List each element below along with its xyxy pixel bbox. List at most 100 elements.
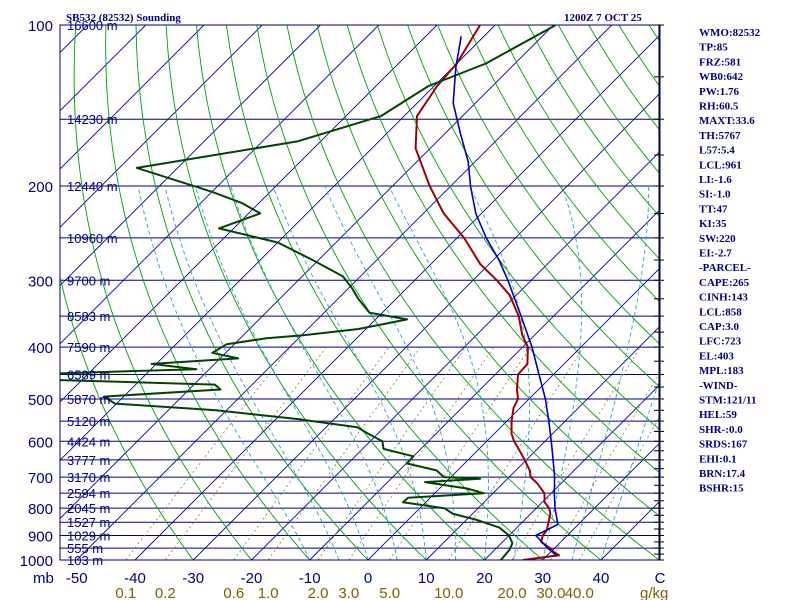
sounding-index: EHI:0.1 [699,453,737,465]
mixing-ratio-label: 30.0 [536,585,565,600]
temperature-tick-label: 0 [364,570,372,587]
sounding-index: WB0:642 [699,71,744,83]
sounding-index: MPL:183 [699,365,744,377]
moist-adiabat-line [194,185,369,560]
height-label: 2045 m [67,501,110,516]
dry-adiabat-line [316,25,660,518]
dry-adiabat-line [60,274,194,560]
isotherm-line [60,25,380,345]
isotherm-line [367,267,660,560]
mixing-ratio-line [125,346,291,560]
pressure-tick-label: 300 [28,273,53,290]
valid-time: 1200Z 7 OCT 25 [564,12,642,24]
mixing-ratio-label: 1.0 [258,585,279,600]
isotherm-line [192,92,660,560]
plot-frame [59,24,661,561]
dry-adiabat-line [346,25,660,474]
sounding-index: TH:5767 [699,130,741,142]
height-label: 8583 m [67,309,110,324]
moist-adiabat-line [272,185,427,560]
sounding-index: MAXT:33.6 [699,115,755,127]
height-label: 5870 m [67,392,110,407]
isotherm-line [542,442,660,560]
height-label: 4424 m [67,434,110,449]
isotherm-line [484,383,660,560]
dry-adiabat-line [105,25,311,560]
height-label: 1527 m [67,515,110,530]
temperature-tick-label: 20 [476,570,493,587]
sounding-index: RH:60.5 [699,101,739,113]
temperature-tick-label: -10 [299,570,321,587]
temperature-profile [414,25,561,560]
mixing-ratio-label: 10.0 [434,585,463,600]
mixing-ratio-line [448,346,585,560]
mixing-ratio-line [165,346,327,560]
height-label: 103 m [67,553,103,568]
height-label: 9700 m [67,273,110,288]
sounding-index: CINH:143 [699,292,748,304]
isotherm-line [60,25,554,520]
isotherm-line [309,209,660,560]
mixing-ratio-unit-label: g/kg [640,585,668,600]
pressure-tick-label: 200 [28,179,53,196]
temperature-tick-label: 40 [593,570,610,587]
dry-adiabat-line [135,25,369,560]
height-label: 2594 m [67,486,110,501]
height-label: 14230 m [67,112,118,127]
mixing-ratio-label: 0.6 [223,585,244,600]
temperature-tick-label: -40 [124,570,146,587]
height-label: 3170 m [67,470,110,485]
mixing-ratio-label: 0.2 [155,585,176,600]
sounding-index: SRDS:167 [699,439,748,451]
isotherm-line [60,25,321,287]
dewpoint-profile [60,25,557,560]
sounding-index: BRN:17.4 [699,468,746,480]
moist-adiabat-line [468,185,530,560]
sounding-index: CAPE:265 [699,277,750,289]
height-label: 6589 m [67,367,110,382]
sounding-index: TT:47 [699,203,728,215]
pressure-tick-label: 900 [28,529,53,546]
sounding-index: KI:35 [699,218,727,230]
height-label: 10960 m [67,231,118,246]
mixing-ratio-line [511,346,641,560]
pressure-tick-label: 400 [28,340,53,357]
dry-adiabat-line [256,25,602,560]
mixing-ratio-line [267,346,421,560]
height-label: 1029 m [67,529,110,544]
isotherm-line [60,25,263,228]
temperature-tick-label: -50 [66,570,88,587]
height-label: 3777 m [67,453,110,468]
dry-adiabat-line [226,25,544,560]
dry-adiabat-line [467,25,660,303]
temperature-unit-label: C [655,570,666,587]
sounding-index: LCL:858 [699,306,742,318]
dry-adiabat-line [195,25,485,560]
sounding-index: HEL:59 [699,409,737,421]
dry-adiabat-line [73,25,252,560]
temperature-tick-label: 10 [418,570,435,587]
isotherm-line [60,25,205,170]
sounding-index: LFC:723 [699,336,742,348]
dry-adiabat-line [376,25,660,431]
sounding-index: -PARCEL- [699,262,751,274]
pressure-tick-label: 500 [28,392,53,409]
isotherm-line [134,34,660,560]
height-label: 7590 m [67,340,110,355]
height-label: 555 m [67,541,103,556]
sounding-index: SHR-:0.0 [699,424,743,436]
pressure-tick-label: 800 [28,501,53,518]
moist-adiabat-line [230,185,398,560]
mixing-ratio-line [233,346,390,560]
mixing-ratio-label: 3.0 [338,585,359,600]
moist-adiabat-line [137,186,311,560]
mixing-ratio-label: 5.0 [379,585,400,600]
sounding-index: L57:5.4 [699,145,735,157]
sounding-index: TP:85 [699,42,728,54]
isotherm-line [76,25,613,560]
sounding-index: WMO:82532 [699,27,761,39]
isotherm-line [425,325,660,560]
